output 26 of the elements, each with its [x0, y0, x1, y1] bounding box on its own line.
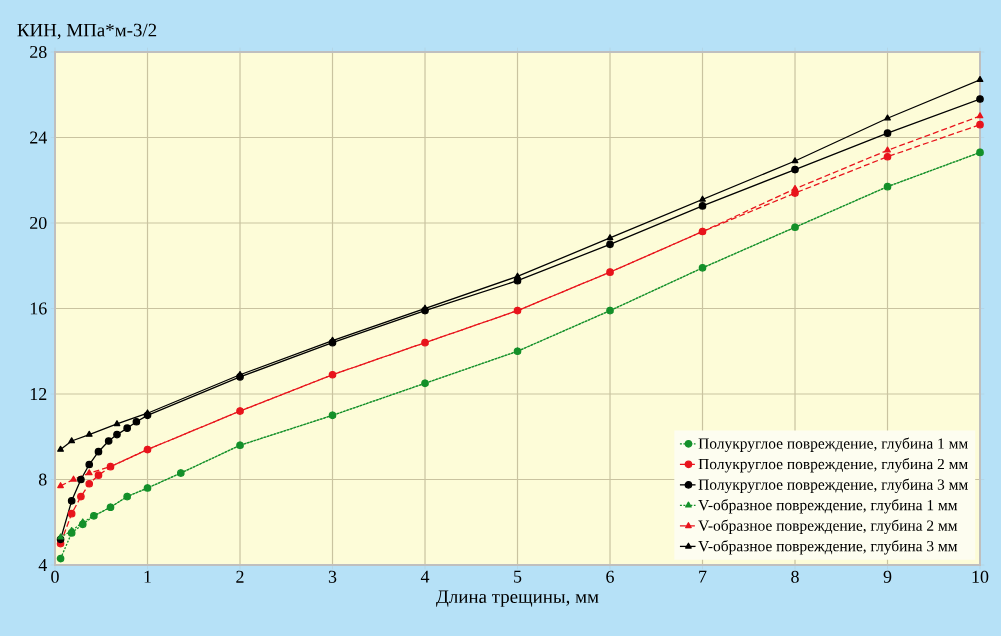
y-tick-label: 24	[30, 131, 47, 144]
x-tick-label: 1	[144, 570, 151, 583]
legend-label: V-образное повреждение, глубина 2 мм	[698, 519, 958, 534]
x-tick-label: 2	[236, 570, 244, 583]
y-tick-label: 8	[38, 473, 47, 486]
x-tick-label: 5	[514, 570, 522, 583]
legend-label: Полукруглое повреждение, глубина 1 мм	[698, 437, 968, 452]
x-tick-label: 8	[791, 570, 799, 583]
x-tick-label: 4	[420, 570, 430, 583]
y-tick-label: 4	[38, 559, 47, 571]
legend-label: V-образное повреждение, глубина 1 мм	[698, 499, 958, 514]
x-tick-label: 9	[883, 570, 892, 583]
y-tick-label: 12	[30, 388, 47, 400]
x-tick-label: 3	[328, 570, 337, 583]
x-tick-label: 7	[699, 570, 707, 583]
x-axis-title: Длина трещины, мм	[436, 590, 599, 607]
y-tick-label: 28	[30, 45, 47, 59]
y-tick-label: 20	[30, 216, 47, 230]
legend-label: V-образное повреждение, глубина 3 мм	[698, 540, 958, 555]
x-tick-label: 6	[606, 570, 614, 583]
legend-label: Полукруглое повреждение, глубина 3 мм	[698, 478, 968, 493]
x-tick-label: 0	[51, 570, 59, 583]
x-tick-label: 10	[972, 570, 989, 583]
y-tick-label: 16	[30, 302, 47, 315]
y-axis-title: КИН, МПа*м-3/2	[17, 23, 157, 40]
legend-label: Полукруглое повреждение, глубина 2 мм	[698, 458, 968, 473]
